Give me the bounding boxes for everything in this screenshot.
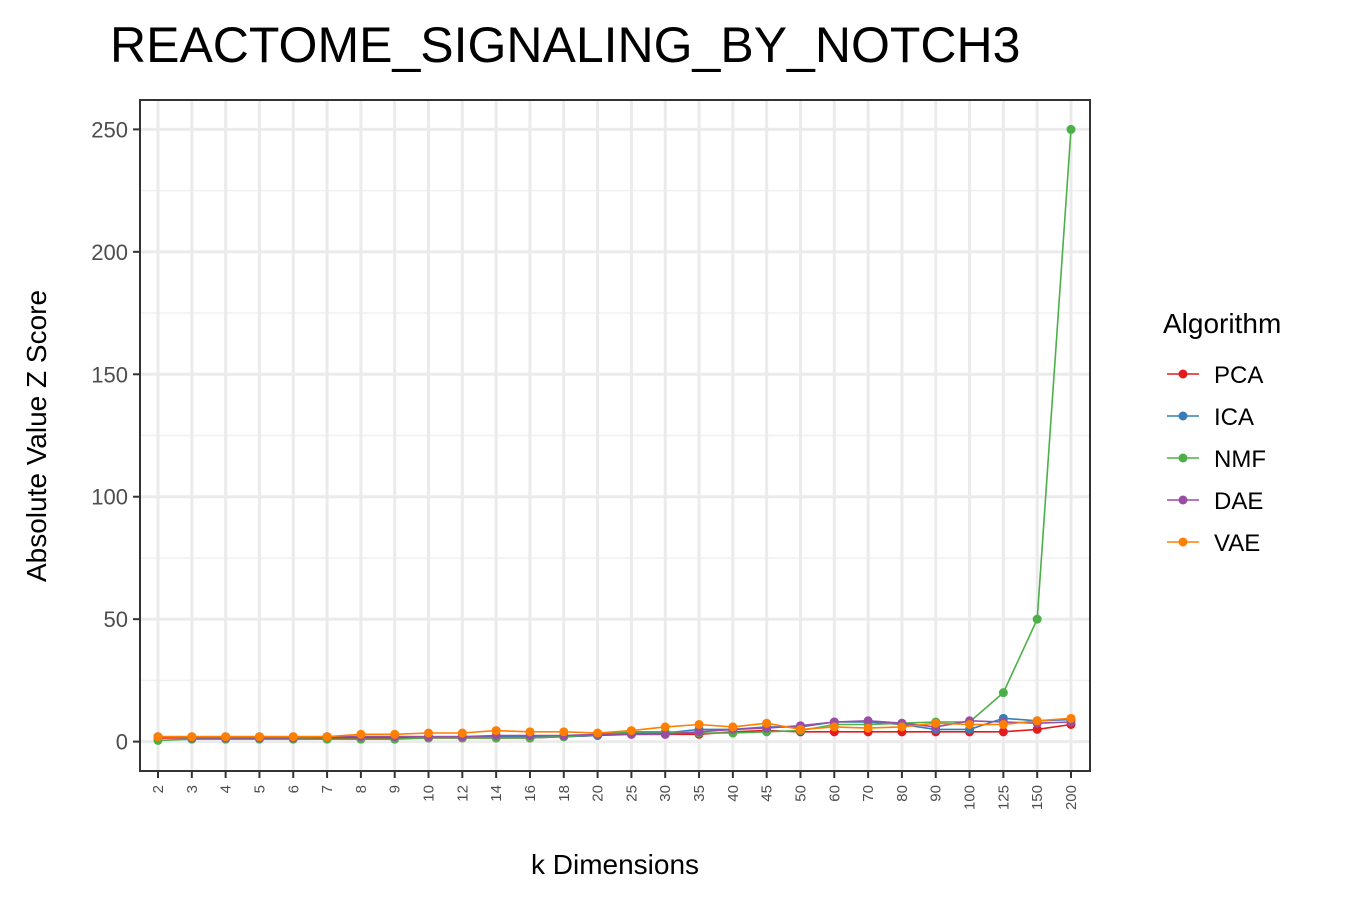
data-point-vae xyxy=(187,732,197,742)
x-tick-label: 35 xyxy=(691,785,708,802)
x-tick-label: 6 xyxy=(285,785,302,793)
legend-key-point xyxy=(1178,537,1188,547)
y-tick-label: 200 xyxy=(91,240,128,265)
x-tick-label: 12 xyxy=(454,785,471,802)
data-point-vae xyxy=(931,718,941,728)
x-tick-label: 16 xyxy=(522,785,539,802)
legend-item-ica: ICA xyxy=(1167,404,1254,431)
x-tick-label: 125 xyxy=(995,785,1012,810)
data-point-vae xyxy=(863,723,873,733)
legend-item-dae: DAE xyxy=(1167,488,1263,515)
data-point-vae xyxy=(491,726,501,736)
data-point-vae xyxy=(525,727,535,737)
chart-title: REACTOME_SIGNALING_BY_NOTCH3 xyxy=(110,17,1020,73)
data-point-vae xyxy=(356,729,366,739)
data-point-vae xyxy=(762,718,772,728)
legend-label: PCA xyxy=(1214,362,1263,389)
data-point-vae xyxy=(390,729,400,739)
x-tick-label: 5 xyxy=(251,785,268,793)
data-point-vae xyxy=(694,719,704,729)
legend-label: NMF xyxy=(1214,446,1266,473)
series-layer xyxy=(153,124,1076,745)
data-point-vae xyxy=(221,732,231,742)
data-point-vae xyxy=(288,732,298,742)
data-point-vae xyxy=(728,722,738,732)
x-tick-label: 3 xyxy=(184,785,201,793)
legend: Algorithm PCA ICA NMF DAE VAE xyxy=(1163,308,1281,557)
x-tick-label: 9 xyxy=(387,785,404,793)
x-tick-label: 2 xyxy=(150,785,167,793)
legend-key-point xyxy=(1178,495,1188,505)
x-tick-label: 80 xyxy=(894,785,911,802)
data-point-vae xyxy=(626,726,636,736)
y-axis-label: Absolute Value Z Score xyxy=(21,290,52,582)
x-tick-label: 60 xyxy=(826,785,843,802)
series-vae xyxy=(153,713,1076,742)
x-tick-label: 50 xyxy=(792,785,809,802)
y-tick-label: 50 xyxy=(104,607,128,632)
data-point-vae xyxy=(829,722,839,732)
legend-title: Algorithm xyxy=(1163,308,1281,339)
x-tick-label: 40 xyxy=(725,785,742,802)
legend-key-point xyxy=(1178,369,1188,379)
data-point-vae xyxy=(254,732,264,742)
series-line-nmf xyxy=(157,129,1072,742)
legend-label: DAE xyxy=(1214,488,1263,515)
x-tick-label: 14 xyxy=(488,785,505,802)
y-tick-label: 0 xyxy=(116,730,128,755)
x-tick-label: 150 xyxy=(1029,785,1046,810)
data-point-vae xyxy=(457,728,467,738)
x-tick-label: 10 xyxy=(421,785,438,802)
x-tick-label: 25 xyxy=(623,785,640,802)
x-tick-label: 100 xyxy=(962,785,979,810)
y-tick-label: 100 xyxy=(91,485,128,510)
x-tick-label: 18 xyxy=(556,785,573,802)
data-point-vae xyxy=(897,722,907,732)
legend-item-vae: VAE xyxy=(1167,530,1260,557)
x-tick-label: 4 xyxy=(218,785,235,793)
data-point-pca xyxy=(998,727,1008,737)
data-point-dae xyxy=(694,727,704,737)
x-tick-label: 30 xyxy=(657,785,674,802)
series-line-vae xyxy=(158,717,1072,738)
data-point-vae xyxy=(559,727,569,737)
data-point-dae xyxy=(660,729,670,739)
legend-item-nmf: NMF xyxy=(1167,446,1266,473)
grid xyxy=(140,100,1090,771)
legend-label: ICA xyxy=(1214,404,1254,431)
legend-item-pca: PCA xyxy=(1167,362,1263,389)
x-tick-label: 7 xyxy=(319,785,336,793)
y-tick-label: 250 xyxy=(91,117,128,142)
x-tick-label: 45 xyxy=(759,785,776,802)
x-tick-label: 20 xyxy=(590,785,607,802)
data-point-vae xyxy=(424,728,434,738)
x-tick-label: 8 xyxy=(353,785,370,793)
data-point-vae xyxy=(998,719,1008,729)
data-point-vae xyxy=(795,724,805,734)
data-point-nmf xyxy=(998,688,1008,698)
x-tick-label: 200 xyxy=(1063,785,1080,810)
data-point-nmf xyxy=(1066,124,1076,134)
data-point-vae xyxy=(1032,716,1042,726)
data-point-nmf xyxy=(1032,614,1042,624)
data-point-vae xyxy=(153,732,163,742)
x-tick-label: 90 xyxy=(928,785,945,802)
legend-key-point xyxy=(1178,453,1188,463)
data-point-vae xyxy=(660,722,670,732)
x-axis-label: k Dimensions xyxy=(531,849,699,880)
legend-label: VAE xyxy=(1214,530,1260,557)
data-point-vae xyxy=(322,732,332,742)
data-point-vae xyxy=(593,728,603,738)
data-point-vae xyxy=(1066,713,1076,723)
plot-panel-border xyxy=(139,99,1091,772)
legend-key-point xyxy=(1178,411,1188,421)
data-point-dae xyxy=(863,716,873,726)
x-tick-label: 70 xyxy=(860,785,877,802)
data-point-vae xyxy=(965,719,975,729)
y-tick-label: 150 xyxy=(91,362,128,387)
